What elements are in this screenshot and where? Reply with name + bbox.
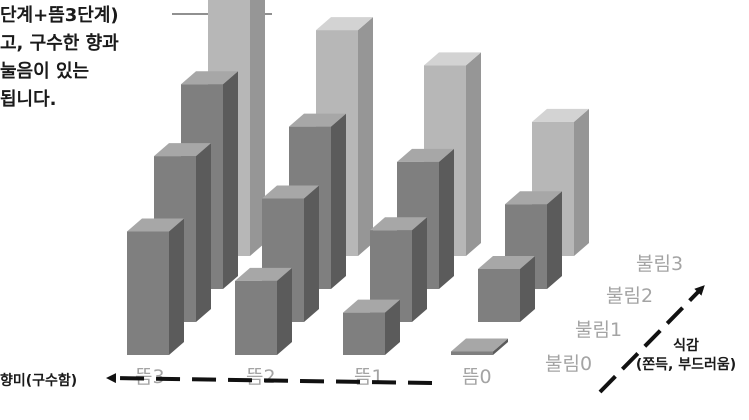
bar-front: [478, 269, 520, 322]
bar-top: [370, 217, 427, 231]
y-tick-label: 불림3: [636, 253, 683, 275]
y-tick-label: 불림2: [606, 285, 653, 307]
y-tick-label: 불림0: [545, 353, 592, 375]
x-axis-title: 향미(구수함): [0, 372, 77, 389]
bar-top: [262, 185, 319, 199]
x-tick-label: 뜸0: [462, 366, 492, 388]
bar: [478, 256, 535, 322]
bar-top: [343, 299, 400, 313]
bar-side: [385, 299, 400, 355]
bar-front: [127, 231, 169, 355]
y-axis-title-line2: (쫀득, 부드러움): [636, 357, 736, 373]
y-axis-arrow: [598, 285, 705, 394]
bar: [127, 218, 184, 355]
x-axis-arrow: [106, 373, 433, 385]
bar-top: [235, 267, 292, 281]
y-axis-title-line1: 식감: [673, 337, 699, 354]
bar-top: [154, 143, 211, 157]
bar-top: [127, 218, 184, 232]
bar-side: [304, 185, 319, 322]
bar-front: [370, 230, 412, 322]
bar-side: [412, 217, 427, 322]
bar-top: [478, 256, 535, 270]
bar-top: [532, 108, 589, 122]
bar-top: [316, 17, 373, 31]
bar-side: [493, 338, 508, 355]
bar: [343, 299, 400, 355]
x-tick-label: 뜸3: [135, 366, 165, 388]
bar-top: [289, 113, 346, 127]
bar-top: [505, 191, 562, 205]
bars-group: [127, 0, 589, 355]
bar-top: [181, 71, 238, 85]
bar-side: [574, 108, 589, 256]
bar-top: [397, 148, 454, 162]
bar-front: [343, 312, 385, 355]
bar-top: [451, 338, 508, 352]
x-tick-label: 뜸2: [246, 366, 276, 388]
bar: [370, 217, 427, 322]
bar-front: [451, 351, 493, 355]
annotation-text: 단계+뜸3단계) 고, 구수한 향과 눌음이 있는 됩니다.: [0, 2, 119, 114]
bar-side: [547, 191, 562, 289]
annotation-line: 고, 구수한 향과: [0, 33, 119, 54]
annotation-line: 단계+뜸3단계): [0, 5, 119, 26]
bar-side: [466, 52, 481, 256]
bar-side: [223, 71, 238, 289]
bar-side: [169, 218, 184, 355]
y-tick-label: 불림1: [575, 319, 622, 341]
bar: [451, 338, 508, 355]
bar-front: [235, 280, 277, 355]
annotation-line: 눌음이 있는: [0, 61, 90, 82]
annotation-line: 됩니다.: [0, 89, 57, 110]
x-tick-label: 뜸1: [354, 366, 384, 388]
bar-side: [250, 0, 265, 256]
bar-side: [196, 143, 211, 322]
bar-side: [439, 148, 454, 289]
bar-side: [520, 256, 535, 322]
bar-side: [277, 267, 292, 355]
bar-side: [331, 113, 346, 290]
bar: [235, 267, 292, 355]
bar-top: [424, 52, 481, 66]
bar-side: [358, 17, 373, 256]
